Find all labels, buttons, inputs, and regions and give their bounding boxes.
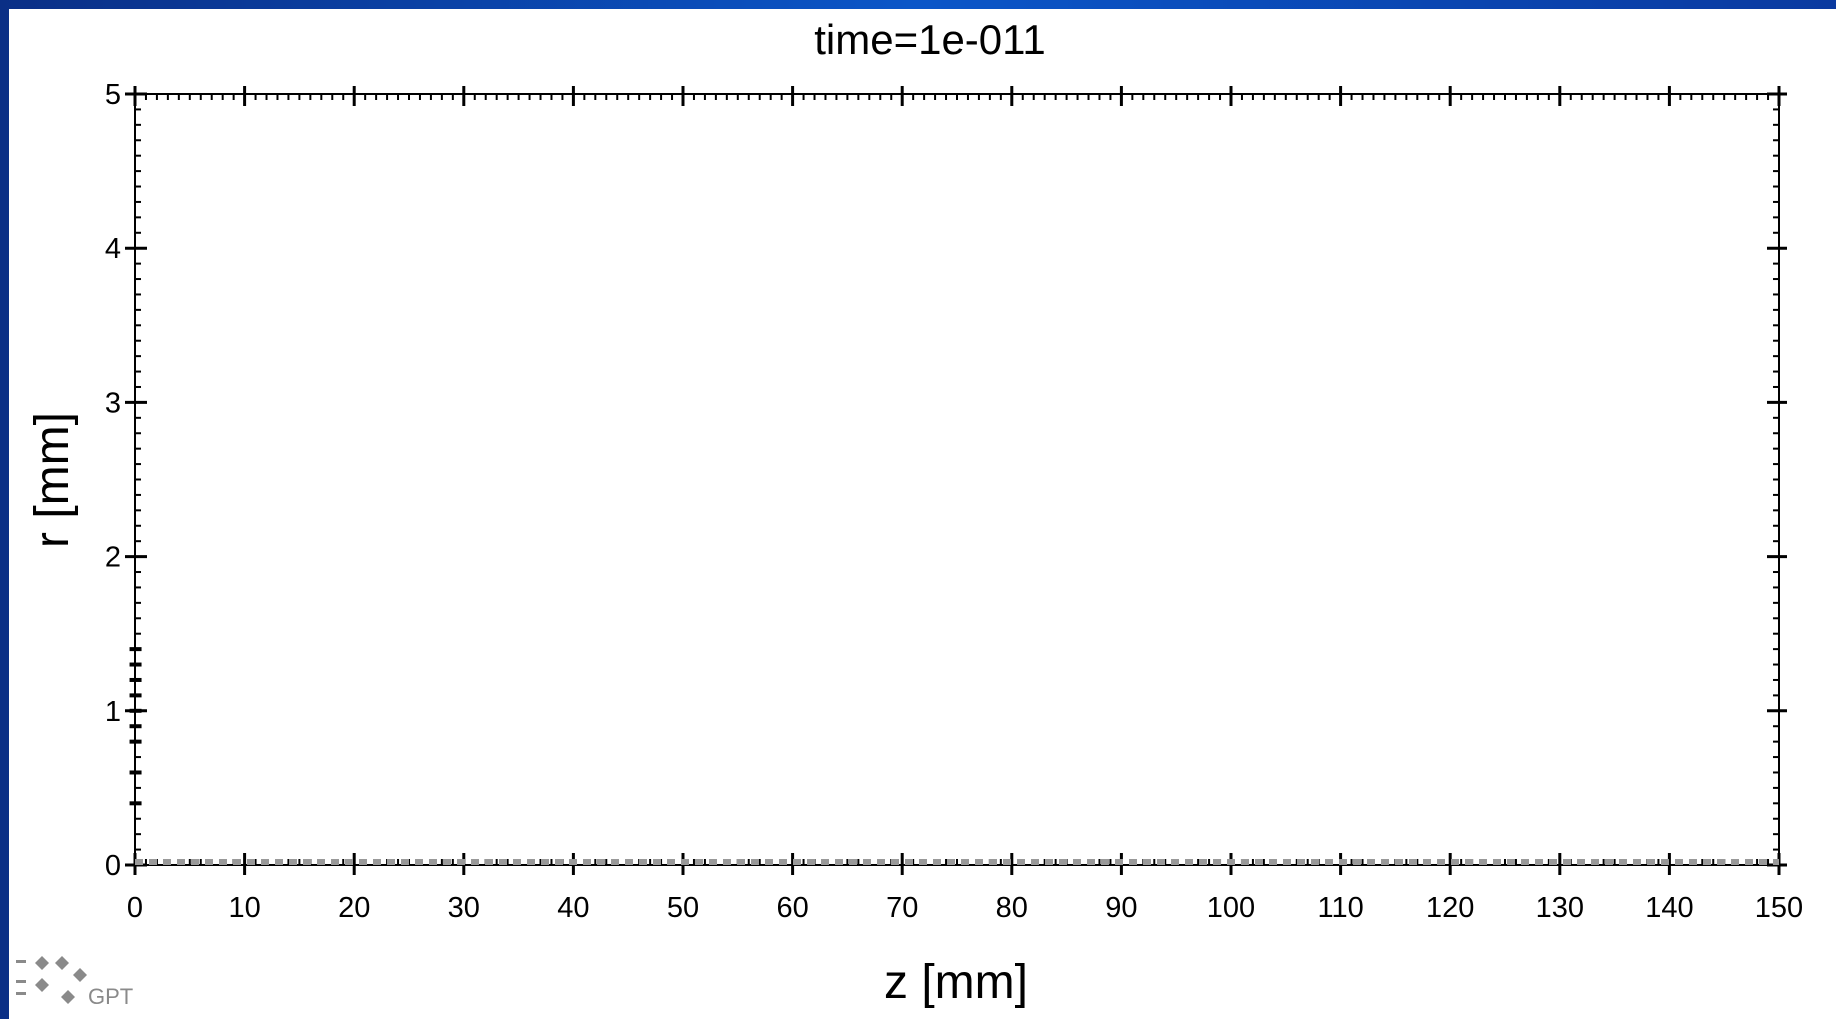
x-tick-label: 30 [448,892,480,924]
chart-title: time=1e-011 [814,16,1046,63]
plot-area: 0 10 20 30 40 50 60 70 80 90 100 110 120 130 140 150 0 1 2… [105,79,1803,924]
x-tick-label: 140 [1645,892,1693,924]
y-tick-label: 2 [105,542,121,574]
y-tick-label: 3 [105,387,121,419]
x-tick-label: 90 [1105,892,1137,924]
gpt-logo: GPT [16,956,133,1009]
x-tick-label: 0 [127,892,143,924]
x-tick-label: 20 [338,892,370,924]
y-axis-label: r [mm] [26,412,79,548]
plot-panel [9,9,1836,1019]
x-tick-label: 100 [1207,892,1255,924]
x-axis-label: z [mm] [884,956,1028,1009]
y-tick-label: 0 [105,850,121,882]
y-tick-label: 5 [105,79,121,111]
logo-text: GPT [88,984,133,1009]
x-tick-label: 150 [1755,892,1803,924]
x-tick-label: 50 [667,892,699,924]
x-tick-label: 80 [996,892,1028,924]
x-tick-label: 60 [776,892,808,924]
x-tick-label: 70 [886,892,918,924]
y-tick-label: 4 [105,233,121,265]
x-tick-label: 40 [557,892,589,924]
x-tick-label: 120 [1426,892,1474,924]
x-tick-label: 130 [1536,892,1584,924]
x-tick-label: 110 [1317,892,1363,924]
x-tick-label: 10 [228,892,260,924]
y-tick-label: 1 [105,696,121,728]
plot-frame [134,93,1780,866]
